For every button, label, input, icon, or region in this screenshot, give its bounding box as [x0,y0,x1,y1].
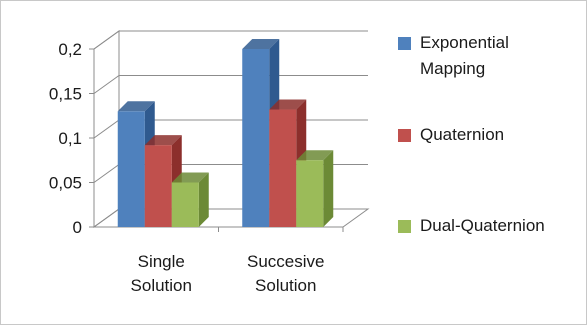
legend-label: Quaternion [420,125,504,144]
gridline [93,75,368,94]
x-axis-ticks: Single Solution Succesive Solution [131,252,325,295]
bar-front [171,182,199,227]
bar-top [242,39,280,49]
y-tick-label: 0,2 [58,40,82,59]
legend-label: Dual-Quaternion [420,216,545,235]
bar-front [144,145,172,227]
bar-front [296,160,324,227]
legend-swatch [398,37,411,50]
bar-front [269,109,297,227]
legend-swatch [398,129,411,142]
y-tick-label: 0,05 [49,174,82,193]
legend-item: Dual-Quaternion [398,216,545,235]
gridline [93,30,368,50]
bar-top [117,101,155,112]
bar-top [296,150,334,161]
bar-top [171,172,209,183]
legend-item: Exponential Mapping [398,33,509,78]
bar-top [144,135,182,146]
bar-top [269,99,307,110]
bar [296,150,334,227]
y-tick-label: 0,1 [58,129,82,148]
legend-swatch [398,220,411,233]
legend-label: Exponential Mapping [420,33,509,78]
bar-front [242,49,270,227]
x-tick-label: Single Solution [131,252,192,295]
bars [117,39,334,227]
bar-side [323,150,334,227]
y-axis-ticks: 0 0,05 0,1 0,15 0,2 [49,40,82,237]
y-tick-label: 0 [73,218,82,237]
bar [171,172,209,227]
legend-item: Quaternion [398,125,504,144]
x-tick-label: Succesive Solution [247,252,324,295]
bar-front [117,111,145,227]
y-tick-label: 0,15 [49,85,82,104]
legend: Exponential Mapping Quaternion Dual-Quatern… [398,33,545,235]
bar-side [198,172,209,227]
